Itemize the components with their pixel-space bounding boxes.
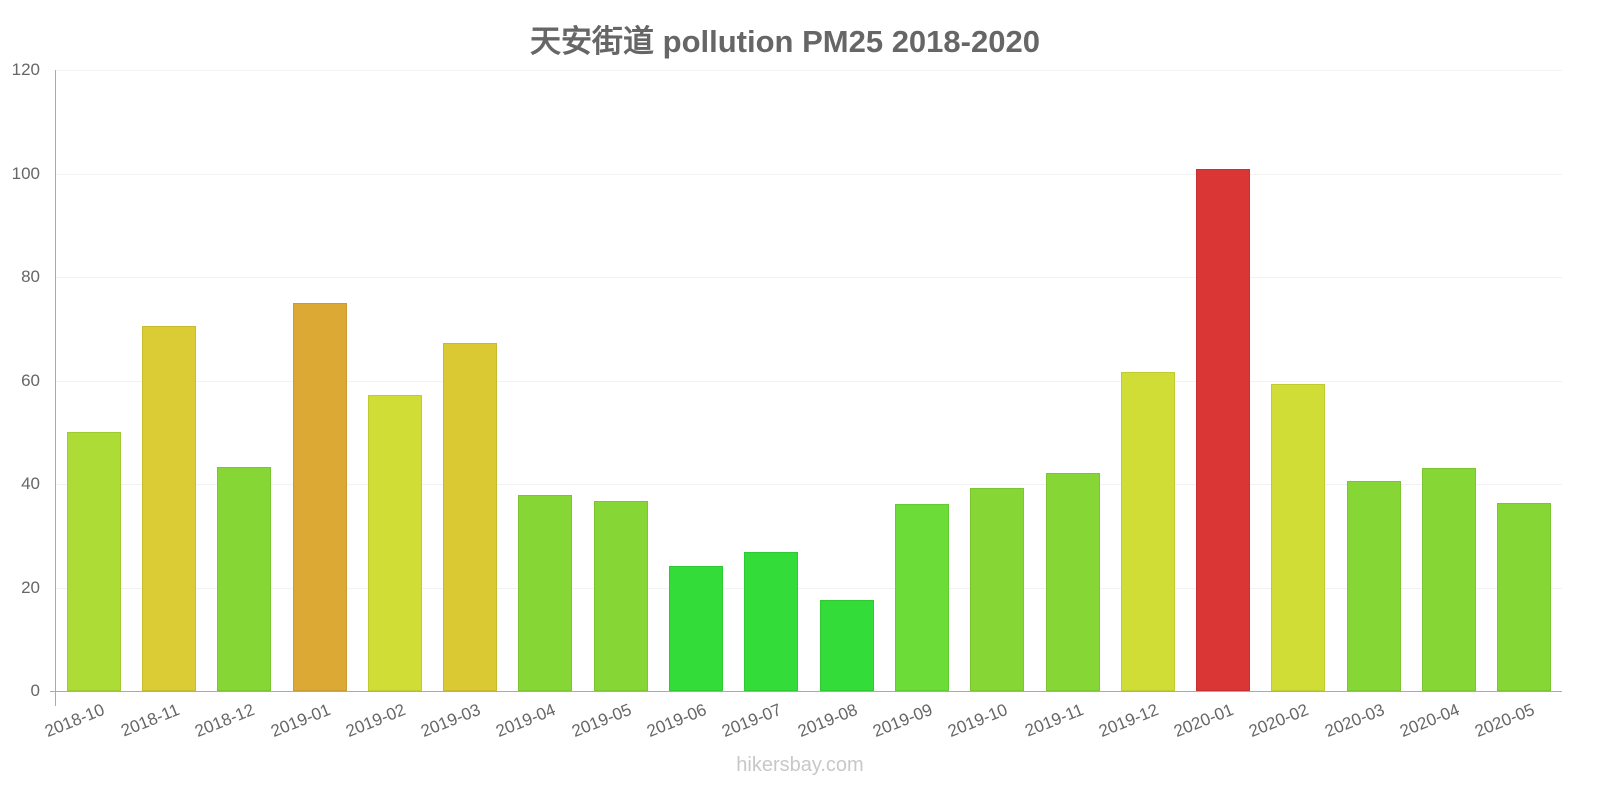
bar-2019-11[interactable] [1045,472,1100,691]
bar-2019-05[interactable] [593,501,648,691]
gridline [56,173,1562,175]
x-axis-line [50,691,1562,692]
gridline [56,587,1562,589]
bar-2019-04[interactable] [518,494,573,691]
bar-2020-04[interactable] [1422,468,1477,691]
watermark: hikersbay.com [736,754,864,776]
gridline [56,277,1562,278]
bar-2019-02[interactable] [367,395,422,691]
y-tick-label: 20 [21,577,40,597]
y-tick-label: 60 [21,370,40,390]
y-axis-line [55,70,56,706]
gridline [56,70,1562,71]
plot-area [56,70,1562,691]
bar-2019-07[interactable] [744,552,799,691]
bar-2018-11[interactable] [141,325,196,691]
gridline [56,380,1562,382]
bar-2019-01[interactable] [292,303,347,691]
bar-2020-03[interactable] [1346,480,1401,691]
bar-2018-12[interactable] [217,466,272,691]
y-tick-label: 80 [21,267,40,286]
bar-2019-03[interactable] [443,343,498,691]
bar-2019-06[interactable] [669,566,724,691]
bar-2019-09[interactable] [894,503,949,691]
bar-2018-10[interactable] [66,432,121,691]
bar-2020-02[interactable] [1271,383,1326,691]
y-tick-label: 0 [30,681,40,700]
bar-2019-12[interactable] [1120,372,1175,691]
bar-2020-01[interactable] [1196,168,1251,691]
y-tick-label: 120 [11,60,40,79]
chart-title: 天安街道 pollution PM25 2018-2020 [530,24,1040,59]
y-tick-label: 40 [21,474,40,493]
gridline [56,484,1562,485]
y-tick-label: 100 [11,163,40,183]
bar-2019-08[interactable] [819,599,874,691]
bar-2019-10[interactable] [970,487,1025,691]
bar-2020-05[interactable] [1497,502,1552,691]
